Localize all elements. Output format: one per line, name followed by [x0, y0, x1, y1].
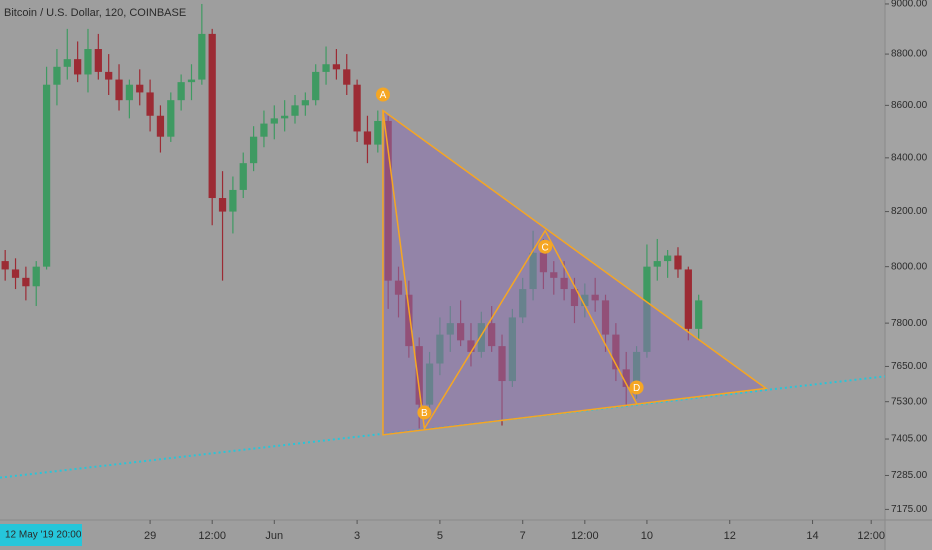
candle-body [84, 49, 92, 75]
candle-body [208, 33, 216, 199]
x-tick-label: 12:00 [857, 530, 885, 542]
candle-body [343, 69, 351, 85]
price-axis-bg [885, 0, 932, 550]
candle-body [291, 105, 299, 116]
candle-body [695, 300, 703, 329]
candle-body [332, 64, 341, 70]
candle-body [301, 100, 309, 106]
x-tick-label: 12:00 [571, 530, 599, 542]
candle-body [674, 255, 682, 270]
cursor-label-bg [0, 524, 82, 546]
candle-body [146, 92, 154, 116]
y-tick-label: 7405.00 [891, 434, 928, 445]
candle-body [322, 64, 330, 72]
x-tick-label: 10 [641, 530, 653, 542]
triangle [382, 109, 768, 436]
candle-body [312, 71, 320, 101]
candle-body [63, 59, 71, 67]
pattern-point-marker [375, 87, 390, 102]
candle-body [198, 33, 206, 80]
chart-title: Bitcoin / U.S. Dollar, 120, COINBASE [4, 7, 186, 19]
candle-body [218, 198, 227, 212]
x-tick-label: 29 [144, 530, 156, 542]
x-tick-label: 12:00 [198, 530, 226, 542]
x-tick-label: 5 [437, 530, 443, 542]
candle-body [653, 261, 661, 267]
pattern-point-label: B [421, 408, 428, 419]
y-tick-label: 7650.00 [891, 361, 928, 372]
candle-body [664, 255, 672, 262]
y-tick-label: 8600.00 [891, 100, 928, 111]
x-tick-label: 7 [520, 530, 526, 542]
y-tick-label: 9000.00 [891, 0, 928, 10]
candle-body [684, 269, 692, 329]
y-tick-label: 8000.00 [891, 261, 928, 272]
y-tick-label: 8800.00 [891, 49, 928, 60]
x-tick-label: 12 [724, 530, 736, 542]
y-tick-label: 7530.00 [891, 396, 928, 407]
x-tick-label: 14 [806, 530, 818, 542]
x-tick-label: 3 [354, 530, 360, 542]
y-tick-label: 7800.00 [891, 318, 928, 329]
candle-body [22, 277, 30, 287]
candle-body [125, 84, 134, 101]
candle-body [363, 131, 372, 145]
candle-body [281, 115, 289, 119]
candle-body [260, 123, 268, 137]
y-tick-label: 8400.00 [891, 152, 928, 163]
candle-body [374, 120, 382, 145]
candle-body [42, 84, 51, 267]
cursor-label: 12 May '19 20:00 [5, 530, 82, 541]
pattern-point-label: A [380, 90, 387, 101]
candle-body [239, 163, 247, 190]
x-tick-label: Jun [265, 530, 283, 542]
candle-body [53, 66, 61, 85]
y-tick-label: 7285.00 [891, 470, 928, 481]
pattern-point-marker [417, 405, 432, 420]
candle-body [353, 84, 361, 132]
candle-body [11, 269, 20, 278]
candle-body [94, 49, 102, 72]
pattern-point-label: C [542, 242, 549, 253]
candle-body [105, 71, 113, 80]
pattern-point-marker [538, 239, 553, 254]
pattern-point-marker [629, 380, 644, 395]
candle-body [136, 84, 144, 93]
candle-body [187, 79, 196, 83]
candle-body [156, 115, 165, 137]
candle-body [177, 82, 185, 101]
pattern-point-label: D [633, 383, 640, 394]
y-tick-label: 8200.00 [891, 206, 928, 217]
candle-body [229, 189, 237, 212]
candle-body [167, 100, 175, 137]
candle-body [115, 79, 123, 101]
pattern-line [382, 110, 638, 431]
candle-body [1, 261, 9, 270]
candle-body [32, 266, 40, 287]
candle-body [270, 118, 278, 124]
y-tick-label: 7175.00 [891, 504, 928, 515]
candle-body [74, 59, 82, 75]
candle-body [249, 136, 258, 164]
